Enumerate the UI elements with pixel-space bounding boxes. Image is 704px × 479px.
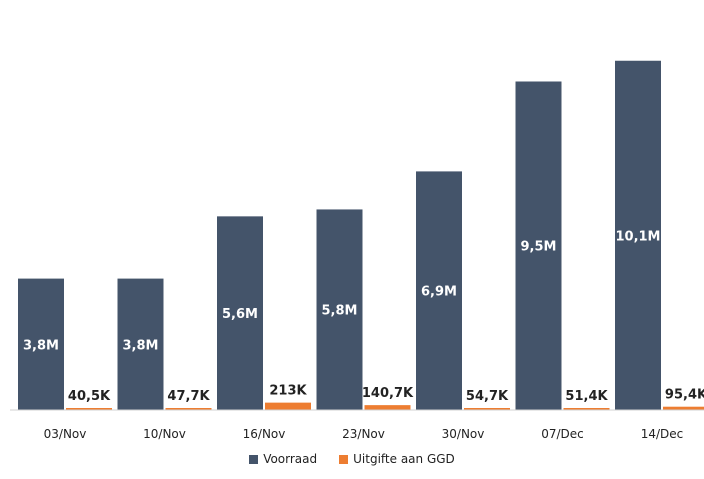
data-label-uitgifte-1: 47,7K xyxy=(167,389,210,404)
data-label-voorraad-2: 5,6M xyxy=(222,307,258,322)
bar-uitgifte-0 xyxy=(66,408,112,410)
bar-uitgifte-4 xyxy=(464,408,510,410)
x-tick-label-2: 16/Nov xyxy=(243,427,286,441)
data-label-uitgifte-5: 51,4K xyxy=(565,389,608,404)
bar-voorraad-4 xyxy=(416,171,462,410)
bar-voorraad-5 xyxy=(515,81,562,410)
bar-uitgifte-6 xyxy=(663,406,704,410)
data-label-voorraad-6: 10,1M xyxy=(615,229,660,244)
x-tick-label-0: 03/Nov xyxy=(44,427,87,441)
bar-voorraad-2 xyxy=(217,216,263,410)
data-label-voorraad-5: 9,5M xyxy=(521,240,557,255)
x-tick-label-4: 30/Nov xyxy=(442,427,485,441)
bar-voorraad-0 xyxy=(18,278,64,410)
bar-voorraad-6 xyxy=(615,60,661,410)
legend-label-voorraad: Voorraad xyxy=(263,452,318,466)
data-label-voorraad-1: 3,8M xyxy=(123,338,159,353)
data-label-uitgifte-3: 140,7K xyxy=(362,386,414,401)
bar-uitgifte-1 xyxy=(165,408,212,410)
legend-label-uitgifte: Uitgifte aan GGD xyxy=(353,452,455,466)
bar-uitgifte-3 xyxy=(364,405,411,410)
data-label-layer: 3,8M 40,5K 3,8M 47,7K 5,6M 213K 5,8M 140,7K 6,9M… xyxy=(23,229,704,404)
bar-voorraad-1 xyxy=(117,278,164,410)
bar-uitgifte-2 xyxy=(265,402,311,410)
data-label-voorraad-0: 3,8M xyxy=(23,338,59,353)
data-label-uitgifte-2: 213K xyxy=(269,384,307,399)
data-label-uitgifte-4: 54,7K xyxy=(466,389,509,404)
bars-layer xyxy=(18,60,704,410)
bar-voorraad-3 xyxy=(316,209,363,410)
data-label-uitgifte-0: 40,5K xyxy=(68,389,111,404)
data-label-voorraad-3: 5,8M xyxy=(322,304,358,319)
bar-uitgifte-5 xyxy=(563,408,610,410)
data-label-uitgifte-6: 95,4K xyxy=(665,388,704,403)
legend-swatch-voorraad xyxy=(249,454,259,464)
legend-item-uitgifte: Uitgifte aan GGD xyxy=(339,452,455,466)
x-tick-label-1: 10/Nov xyxy=(143,427,186,441)
legend: Voorraad Uitgifte aan GGD xyxy=(0,452,704,466)
x-tick-label-5: 07/Dec xyxy=(541,427,584,441)
legend-item-voorraad: Voorraad xyxy=(249,452,317,466)
x-tick-layer: 03/Nov 10/Nov 16/Nov 23/Nov 30/Nov 07/Dec 14/D… xyxy=(44,427,684,441)
x-tick-label-6: 14/Dec xyxy=(641,427,684,441)
legend-swatch-uitgifte xyxy=(339,454,349,464)
x-tick-label-3: 23/Nov xyxy=(342,427,385,441)
data-label-voorraad-4: 6,9M xyxy=(421,285,457,300)
